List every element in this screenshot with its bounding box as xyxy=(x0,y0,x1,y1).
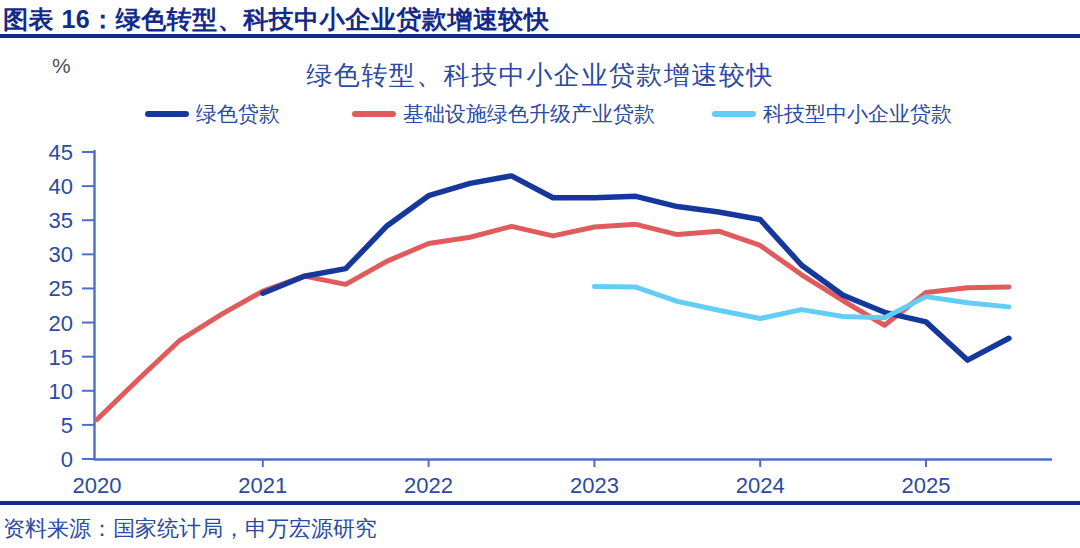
line-chart: 0510152025303540452020202120222023202420… xyxy=(0,0,1080,548)
y-tick-label: 35 xyxy=(49,208,73,233)
source-note: 资料来源：国家统计局，申万宏源研究 xyxy=(3,514,377,544)
series-line-1 xyxy=(97,224,1009,419)
y-tick-label: 15 xyxy=(49,345,73,370)
y-tick-label: 45 xyxy=(49,140,73,165)
footer-rule xyxy=(0,501,1080,505)
y-tick-label: 40 xyxy=(49,174,73,199)
y-tick-label: 0 xyxy=(61,447,73,472)
y-axis-ticks xyxy=(82,152,94,459)
y-tick-label: 10 xyxy=(49,379,73,404)
x-tick-label: 2020 xyxy=(73,473,122,498)
x-tick-label: 2023 xyxy=(570,473,619,498)
report-figure: 图表 16：绿色转型、科技中小企业贷款增速较快 % 绿色转型、科技中小企业贷款增… xyxy=(0,0,1080,548)
x-tick-label: 2025 xyxy=(902,473,951,498)
x-tick-label: 2021 xyxy=(238,473,287,498)
y-tick-label: 25 xyxy=(49,276,73,301)
x-axis-labels: 2020 2021 2022 2023 2024 2025 xyxy=(73,473,951,498)
x-tick-label: 2022 xyxy=(404,473,453,498)
y-axis-labels: 0 5 10 15 20 25 30 35 40 45 xyxy=(49,140,73,472)
y-tick-label: 20 xyxy=(49,311,73,336)
y-tick-label: 30 xyxy=(49,242,73,267)
x-tick-label: 2024 xyxy=(736,473,785,498)
y-tick-label: 5 xyxy=(61,413,73,438)
